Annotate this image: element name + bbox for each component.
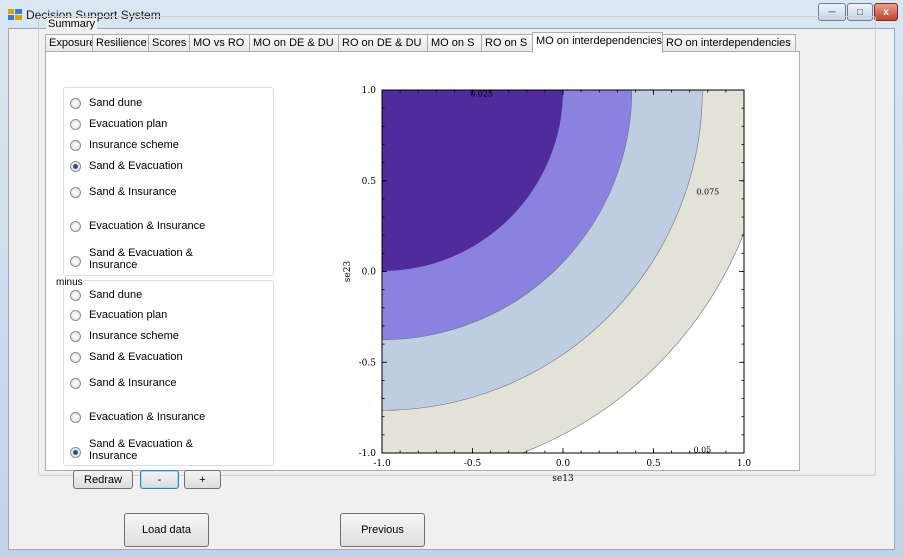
y-tick-label: -1.0 [359,449,377,459]
tab-mo-on-s[interactable]: MO on S [427,34,482,52]
option-label: Evacuation & Insurance [89,411,206,423]
tab-exposure[interactable]: Exposure [45,34,96,52]
summary-group [38,16,876,476]
y-tick-label: 1.0 [362,86,377,96]
plus-option-insurance-scheme[interactable]: Insurance scheme [70,139,179,151]
y-axis-label: se23 [343,261,353,283]
tab-label: MO vs RO [193,37,245,49]
y-tick-label: 0.5 [362,177,377,187]
tab-label: RO on S [485,37,528,49]
radio-button-icon [70,331,81,342]
y-tick-label: 0.0 [362,268,377,278]
plus-option-evacuation-plan[interactable]: Evacuation plan [70,118,167,130]
radio-button-icon [70,119,81,130]
option-label: Sand dune [89,97,143,109]
option-label: Evacuation & Insurance [89,220,206,232]
tab-ro-on-de-du[interactable]: RO on DE & DU [338,34,428,52]
contour-label: 0.05 [693,445,711,454]
contour-plot: -1.0 -0.5 0.0 0.5 1.0 1.0 0.5 0.0 -0.5 -… [343,86,752,484]
minus-radio-group: Sand dune Evacuation plan Insurance sche… [63,280,274,466]
radio-button-icon [70,412,81,423]
x-tick-label: 1.0 [737,459,752,469]
minus-option-evacuation-plan[interactable]: Evacuation plan [70,309,167,321]
minus-option-insurance-scheme[interactable]: Insurance scheme [70,330,179,342]
tab-resilience[interactable]: Resilience [92,34,149,52]
radio-button-icon [70,378,81,389]
radio-button-icon [70,352,81,363]
option-label: Sand & Insurance [89,186,177,198]
tab-label: MO on interdependencies [536,35,662,47]
minus-option-sand-insurance[interactable]: Sand & Insurance [70,377,176,389]
radio-button-icon [70,256,81,267]
minus-option-sand-dune[interactable]: Sand dune [70,289,142,301]
tab-label: RO on DE & DU [342,37,422,49]
plus-option-sand-evacuation-insurance[interactable]: Sand & Evacuation & Insurance [70,247,200,271]
app-icon [8,9,22,20]
minus-option-sand-evacuation[interactable]: Sand & Evacuation [70,351,183,363]
option-label: Sand & Evacuation & Insurance [89,247,193,271]
option-label: Sand & Evacuation [89,160,183,172]
tab-ro-on-interdependencies[interactable]: RO on interdependencies [662,34,796,52]
x-tick-label: 0.5 [646,459,661,469]
axis-ticks [381,89,745,454]
plus-option-sand-evacuation[interactable]: Sand & Evacuation [70,160,183,172]
tab-mo-on-interdependencies[interactable]: MO on interdependencies [532,32,663,53]
x-axis-label: se13 [552,474,574,484]
option-label: Insurance scheme [89,330,179,342]
tab-label: Exposure [49,37,96,49]
radio-button-icon [70,140,81,151]
minus-button[interactable]: - [140,470,179,489]
plot-area [382,90,744,453]
option-label: Sand & Insurance [89,377,177,389]
tab-label: MO on S [431,37,475,49]
close-icon: x [883,6,889,18]
previous-button[interactable]: Previous [340,513,425,547]
x-tick-label: 0.0 [556,459,571,469]
option-label: Sand & Evacuation [89,351,183,363]
option-label: Evacuation plan [89,118,168,130]
plus-option-sand-insurance[interactable]: Sand & Insurance [70,186,176,198]
tab-label: MO on DE & DU [253,37,334,49]
option-label: Evacuation plan [89,309,168,321]
option-label: Insurance scheme [89,139,179,151]
maximize-icon: □ [856,6,864,18]
minus-option-evacuation-insurance[interactable]: Evacuation & Insurance [70,411,205,423]
tab-mo-vs-ro[interactable]: MO vs RO [189,34,250,52]
radio-button-icon [70,98,81,109]
radio-button-icon [70,290,81,301]
contour-band-1 [382,90,563,271]
option-label: Sand & Evacuation & Insurance [89,438,193,462]
plus-button[interactable]: + [184,470,221,489]
plus-radio-group: Sand dune Evacuation plan Insurance sche… [63,87,274,276]
radio-button-icon [70,310,81,321]
tab-label: RO on interdependencies [666,37,791,49]
close-button[interactable]: x [874,3,898,21]
minus-group-label: minus [55,277,84,288]
radio-button-icon [70,161,81,172]
redraw-button[interactable]: Redraw [73,470,133,489]
y-tick-label: -0.5 [359,358,377,368]
load-data-button[interactable]: Load data [124,513,209,547]
x-tick-label: -1.0 [373,459,391,469]
x-tick-label: -0.5 [464,459,482,469]
tab-label: Resilience [96,37,147,49]
tab-scores[interactable]: Scores [148,34,190,52]
radio-button-icon [70,221,81,232]
contour-label: 0.025 [470,90,493,99]
tab-mo-on-de-du[interactable]: MO on DE & DU [249,34,339,52]
tab-ro-on-s[interactable]: RO on S [481,34,533,52]
tab-label: Scores [152,37,187,49]
contour-label: 0.075 [696,188,719,197]
radio-button-icon [70,447,81,458]
option-label: Sand dune [89,289,143,301]
minus-option-sand-evacuation-insurance[interactable]: Sand & Evacuation & Insurance [70,438,200,462]
summary-label: Summary [46,18,98,30]
plus-option-evacuation-insurance[interactable]: Evacuation & Insurance [70,220,205,232]
radio-button-icon [70,187,81,198]
minimize-icon: ─ [828,6,836,18]
plus-option-sand-dune[interactable]: Sand dune [70,97,142,109]
